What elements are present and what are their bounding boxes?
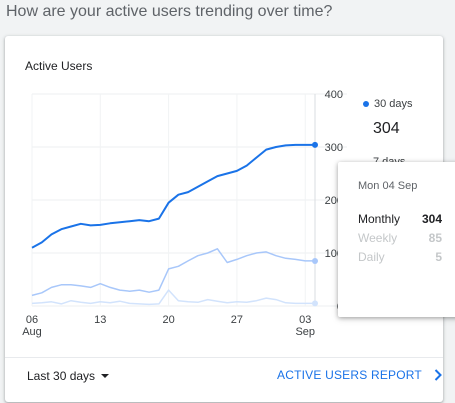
tooltip-date: Mon 04 Sep — [358, 180, 418, 192]
tooltip-value: 5 — [435, 250, 442, 264]
series-line-7-days — [31, 248, 315, 297]
report-link-label: ACTIVE USERS REPORT — [277, 368, 422, 382]
x-tick-label: 13 — [94, 314, 106, 326]
active-users-card: Active Users 010020030040006Aug13202703S… — [5, 36, 455, 402]
tooltip-value: 304 — [421, 212, 442, 226]
legend-label: 30 days — [374, 98, 413, 110]
y-tick-label: 300 — [325, 142, 343, 154]
tooltip-value: 85 — [428, 231, 442, 245]
x-tick-sublabel: Sep — [295, 326, 315, 338]
y-tick-label: 400 — [325, 89, 343, 101]
x-tick-label: 27 — [231, 314, 243, 326]
x-tick-label: 20 — [162, 314, 174, 326]
active-users-report-link[interactable]: ACTIVE USERS REPORT — [277, 368, 442, 382]
series-line-daily — [31, 289, 315, 306]
legend-value: 304 — [373, 120, 400, 137]
tooltip-label: Monthly — [358, 212, 401, 226]
x-tick-label: 06 — [26, 314, 38, 326]
chevron-right-icon — [434, 369, 442, 381]
tooltip-label: Weekly — [358, 231, 398, 245]
x-tick-label: 03 — [299, 314, 311, 326]
date-range-dropdown[interactable]: Last 30 days — [27, 369, 110, 383]
series-end-point — [312, 300, 318, 307]
legend-30-days[interactable]: 30 days — [363, 98, 413, 110]
legend-dot-icon — [363, 101, 369, 108]
tooltip-label: Daily — [358, 250, 385, 264]
series-line-30-days — [31, 143, 315, 249]
date-range-label: Last 30 days — [27, 369, 96, 383]
active-users-chart: 010020030040006Aug13202703Sep — [22, 89, 347, 338]
card-title: Active Users — [25, 59, 93, 73]
footer-divider — [5, 357, 443, 358]
series-end-point — [312, 257, 318, 264]
question-heading: How are your active users trending over … — [6, 3, 333, 20]
x-tick-sublabel: Aug — [22, 326, 42, 338]
series-end-point — [312, 141, 318, 148]
caret-down-icon — [101, 374, 110, 378]
chart-tooltip: Mon 04 Sep Monthly 304 Weekly 85 Daily 5 — [338, 162, 455, 317]
